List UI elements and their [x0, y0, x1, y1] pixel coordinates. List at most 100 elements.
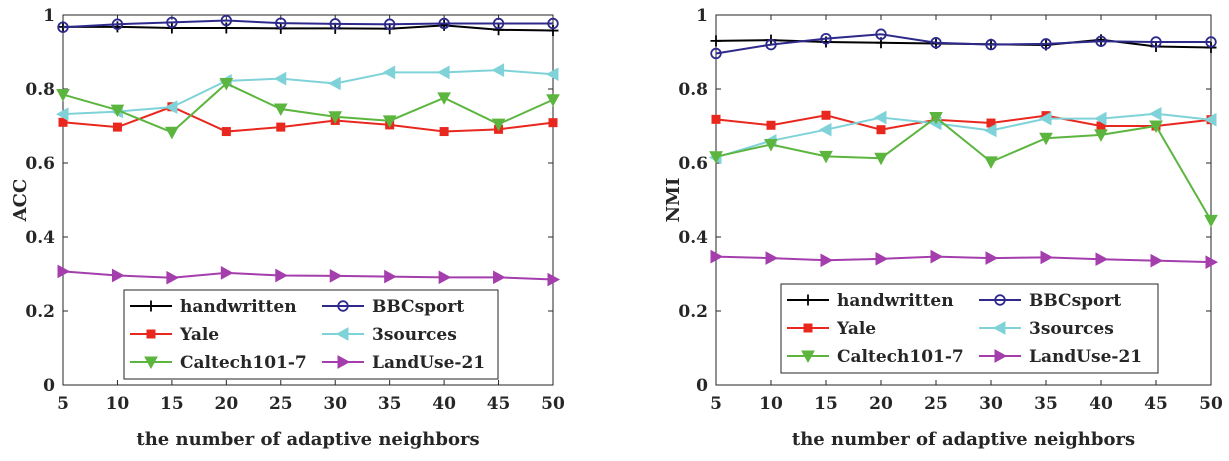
y-tick-label: 0 [43, 376, 55, 396]
data-point-landuse-21 [1095, 252, 1109, 267]
x-tick-label: 40 [1089, 394, 1113, 414]
data-point-landuse-21 [547, 272, 561, 287]
data-point-landuse-21 [930, 249, 944, 264]
series-line-landuse-21 [62, 270, 554, 281]
data-point-caltech101-7 [382, 115, 397, 128]
x-tick-label: 25 [924, 394, 948, 414]
x-tick-label: 10 [759, 394, 783, 414]
data-point-landuse-21 [1205, 255, 1219, 270]
legend-label-handwritten: handwritten [180, 297, 297, 317]
data-point-caltech101-7 [874, 152, 888, 166]
y-tick-label: 0 [696, 376, 708, 396]
data-point-bbcsport [329, 18, 341, 30]
data-point-caltech101-7 [929, 111, 943, 125]
data-point-landuse-21 [275, 268, 288, 283]
data-point-3sources [1203, 112, 1217, 127]
data-point-3sources [1093, 111, 1107, 126]
data-point-caltech101-7 [709, 151, 723, 164]
legend [780, 283, 1159, 374]
data-point-yale [439, 127, 449, 137]
data-point-caltech101-7 [984, 156, 998, 169]
data-point-caltech101-7 [219, 77, 234, 91]
data-point-bbcsport [111, 18, 124, 30]
data-point-caltech101-7 [546, 94, 560, 107]
x-tick-label: 5 [57, 394, 69, 414]
legend-marker-yale [146, 329, 156, 339]
data-point-bbcsport [710, 47, 722, 60]
y-tick-label: 0.6 [678, 154, 708, 174]
data-point-3sources [382, 65, 396, 80]
x-axis-label: the number of adaptive neighbors [792, 429, 1135, 450]
data-point-3sources [164, 100, 178, 114]
data-point-3sources [491, 63, 505, 77]
data-point-landuse-21 [329, 269, 343, 283]
x-tick-label: 20 [214, 394, 238, 414]
legend-label-bbcsport: BBCsport [1029, 291, 1121, 311]
data-point-yale [548, 118, 558, 128]
legend-label-handwritten: handwritten [837, 291, 954, 311]
series-line-caltech101-7 [62, 82, 554, 134]
data-point-caltech101-7 [56, 89, 70, 102]
series-line-handwritten [63, 24, 554, 32]
legend-marker-3sources [335, 327, 349, 341]
series-line-bbcsport [62, 19, 553, 29]
x-tick-label: 45 [1144, 394, 1168, 414]
data-point-3sources [983, 123, 997, 138]
data-point-bbcsport [383, 18, 396, 30]
y-tick-label: 0.8 [25, 80, 55, 100]
data-point-caltech101-7 [1149, 120, 1163, 134]
data-point-caltech101-7 [1204, 214, 1218, 228]
data-point-landuse-21 [820, 253, 834, 268]
data-point-bbcsport [765, 38, 777, 51]
x-tick-label: 50 [1199, 394, 1223, 414]
x-tick-label: 25 [269, 394, 293, 414]
data-point-caltech101-7 [1094, 129, 1108, 142]
x-tick-label: 50 [541, 394, 565, 414]
data-point-landuse-21 [384, 269, 397, 284]
data-point-landuse-21 [875, 251, 889, 266]
data-point-caltech101-7 [1039, 132, 1053, 146]
y-tick-label: 1 [43, 6, 55, 26]
data-point-bbcsport [1095, 35, 1107, 47]
data-point-bbcsport [166, 16, 178, 29]
data-point-bbcsport [57, 21, 69, 33]
data-point-3sources [873, 110, 887, 125]
data-point-3sources [1148, 106, 1162, 121]
legend-marker-landuse-21 [337, 355, 351, 369]
data-point-landuse-21 [438, 270, 452, 285]
data-point-yale [876, 125, 886, 135]
y-tick-label: 0.6 [25, 154, 55, 174]
data-point-caltech101-7 [328, 111, 343, 124]
data-point-3sources [328, 76, 341, 91]
data-point-3sources [437, 65, 450, 80]
data-point-bbcsport [220, 14, 233, 27]
data-point-landuse-21 [1150, 253, 1164, 268]
legend-label-caltech101-7: Caltech101-7 [180, 353, 307, 373]
series-line-landuse-21 [715, 255, 1212, 264]
legend-marker-bbcsport [994, 294, 1006, 306]
legend-label-landuse-21: LandUse-21 [1029, 347, 1142, 367]
y-tick-label: 0.4 [678, 228, 708, 248]
data-point-bbcsport [1150, 36, 1162, 48]
data-point-landuse-21 [166, 270, 179, 285]
data-point-caltech101-7 [165, 126, 179, 140]
data-point-landuse-21 [765, 251, 779, 265]
legend-label-3sources: 3sources [1029, 319, 1114, 339]
data-point-bbcsport [492, 17, 505, 30]
data-point-landuse-21 [1040, 250, 1054, 265]
data-point-bbcsport [820, 32, 832, 45]
data-point-3sources [1038, 111, 1052, 126]
x-tick-label: 20 [869, 394, 893, 414]
legend-marker-3sources [992, 321, 1006, 335]
data-point-yale [221, 127, 231, 137]
x-tick-label: 15 [814, 394, 838, 414]
series-line-3sources [715, 112, 1212, 159]
legend-marker-handwritten [145, 300, 157, 312]
series-line-bbcsport [715, 33, 1211, 55]
data-point-yale [112, 122, 122, 132]
data-point-3sources [818, 122, 832, 137]
x-tick-label: 5 [710, 394, 722, 414]
y-axis-label: NMI [663, 178, 684, 223]
data-point-bbcsport [985, 38, 997, 51]
